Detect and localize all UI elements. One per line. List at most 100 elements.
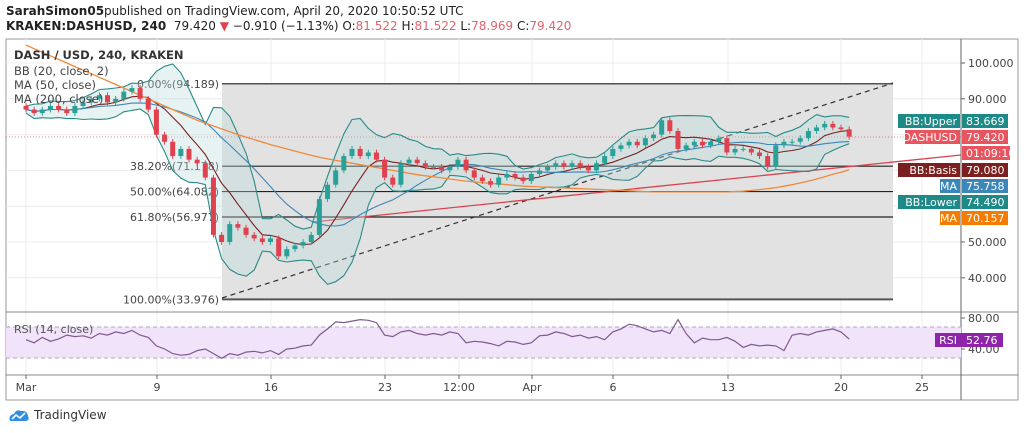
candle <box>814 127 820 132</box>
candle <box>585 166 591 171</box>
candle <box>691 141 697 146</box>
fib-level-label: 50.00%(64.082) <box>130 186 219 199</box>
axis-badge-value: 83.669 <box>966 115 1005 128</box>
candle <box>765 156 771 167</box>
candle <box>536 170 542 174</box>
branding-text: TradingView <box>34 408 107 422</box>
time-tick-label: 6 <box>610 381 617 394</box>
candle <box>667 120 673 132</box>
candle <box>162 134 168 142</box>
candle <box>390 177 396 185</box>
legend-ma50[interactable]: MA (50, close) <box>14 78 96 92</box>
dashed-trendline[interactable] <box>221 82 894 299</box>
candle <box>422 163 428 167</box>
candle <box>805 131 811 139</box>
candle <box>88 98 94 103</box>
candle <box>642 138 648 146</box>
candle <box>545 166 551 171</box>
candle <box>822 123 828 128</box>
time-axis[interactable]: Mar 9 16 23 12:00 Apr 6 13 20 25 <box>16 375 929 394</box>
price-change: −0.910 (−1.13%) <box>232 19 339 33</box>
symbol-name: KRAKEN:DASHUSD, 240 <box>6 19 167 33</box>
rsi-label[interactable]: RSI (14, close) <box>14 323 93 336</box>
candle <box>602 156 608 164</box>
candle <box>561 163 567 167</box>
rsi-tick-label: 80.00 <box>968 312 1000 325</box>
candle <box>194 159 200 164</box>
candle <box>64 109 70 114</box>
time-tick-label: 13 <box>721 381 735 394</box>
candle <box>365 152 371 157</box>
candle <box>186 148 192 160</box>
axis-badge-value-bg <box>962 163 1008 177</box>
tradingview-logo[interactable]: TradingView <box>8 408 107 422</box>
legend-bb[interactable]: BB (20, close, 2) <box>14 64 109 78</box>
author-link[interactable]: SarahSimon05 <box>6 4 105 18</box>
candle <box>789 141 795 143</box>
axis-badge-label: BB:Upper <box>905 115 958 128</box>
candle <box>72 105 78 114</box>
axis-badge-value: 74.490 <box>966 196 1005 209</box>
time-tick-label: 16 <box>264 381 278 394</box>
candle <box>520 177 526 182</box>
candle <box>757 152 762 157</box>
candle <box>202 163 208 178</box>
candle <box>39 109 45 114</box>
support-trendline[interactable] <box>312 154 962 223</box>
legend-ma200[interactable]: MA (200, close) <box>14 92 103 106</box>
candle <box>80 102 86 106</box>
axis-badge-label: MA <box>940 180 957 193</box>
candle <box>732 148 738 153</box>
axis-badge-label: BB:Lower <box>905 196 957 209</box>
price-tick-label: 50.000 <box>968 236 1007 249</box>
fib-level-label: 100.00%(33.976) <box>123 293 219 306</box>
publish-text: published on TradingView.com, April 20, … <box>104 4 464 18</box>
axis-badge-value-bg <box>962 179 1008 193</box>
publish-info: SarahSimon05published on TradingView.com… <box>6 4 463 18</box>
open-value: 81.522 <box>355 19 398 33</box>
candle <box>23 105 29 110</box>
candle <box>748 148 754 153</box>
time-tick-label: 23 <box>378 381 392 394</box>
symbol-info: KRAKEN:DASHUSD, 240 79.420 ▼ −0.910 (−1.… <box>6 19 571 33</box>
candle <box>137 88 143 99</box>
candles <box>23 85 852 260</box>
legend-title: DASH / USD, 240, KRAKEN <box>14 48 184 62</box>
candle <box>357 148 363 157</box>
candle <box>349 148 355 157</box>
candle <box>699 141 705 146</box>
candle <box>284 249 290 257</box>
axis-badge-value: 79.420 <box>966 131 1005 144</box>
time-tick-label: 12:00 <box>443 381 475 394</box>
time-tick-label: Mar <box>16 381 37 394</box>
candle <box>210 177 216 235</box>
candle <box>797 138 803 142</box>
candle <box>96 95 102 99</box>
candle <box>219 234 225 242</box>
candle <box>594 163 599 171</box>
chart-legend: DASH / USD, 240, KRAKEN BB (20, close, 2… <box>14 48 184 106</box>
candle <box>341 156 347 171</box>
candle <box>683 145 689 149</box>
candle <box>431 166 436 168</box>
candle <box>129 88 135 92</box>
axis-badge-value: 79.080 <box>966 164 1005 177</box>
bb-upper-line <box>25 63 850 230</box>
candle <box>618 145 624 149</box>
candle <box>105 95 110 103</box>
price-tick-label: 40.000 <box>968 272 1007 285</box>
close-value: 79.420 <box>529 19 572 33</box>
candle <box>512 173 518 178</box>
candle <box>447 166 453 171</box>
last-price: 79.420 <box>173 19 216 33</box>
axis-badge-value-bg <box>962 211 1008 225</box>
candle <box>414 159 420 164</box>
candle <box>316 199 322 235</box>
candle <box>113 98 119 103</box>
time-tick-label: 25 <box>915 381 929 394</box>
high-value: 81.522 <box>414 19 457 33</box>
candle <box>373 152 379 160</box>
ma50-line <box>25 102 850 227</box>
candle <box>455 159 461 167</box>
